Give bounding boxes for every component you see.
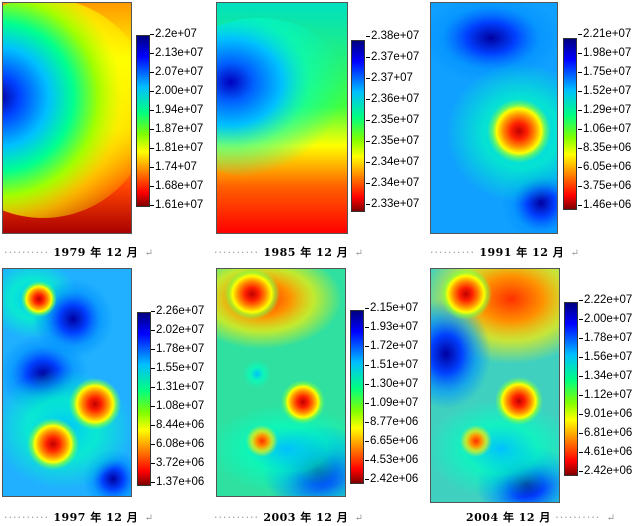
tick-label: 8.35e+06 [577,142,632,154]
contour-map-1979 [2,2,132,234]
tick-label: 2.35e+07 [365,114,420,126]
tick-label: 1.37e+06 [150,476,205,488]
tick-label: 1.78e+07 [150,343,205,355]
tick-label: 1.56e+07 [578,351,633,363]
tick-label: 2.07e+07 [149,66,204,78]
tick-label: 4.53e+06 [364,454,419,466]
tick-label: 1.98e+07 [577,47,632,59]
tick-label: 1.34e+07 [578,370,633,382]
tick-label: 1.52e+07 [577,85,632,97]
caption-1979: ·········· 1979 年 12 月 ↵ [4,246,154,259]
colorbar-1985 [351,40,365,212]
colorbar-1997 [137,312,151,486]
caption-2004: 2004 年 12 月 ·········· ↵ [466,511,616,524]
contour-map-1985 [216,2,348,234]
tick-label: 1.51e+07 [364,359,419,371]
tick-label: 1.81e+07 [149,142,204,154]
tick-label: 1.08e+07 [150,400,205,412]
tick-label: 6.65e+06 [364,435,419,447]
tick-label: 2.34e+07 [365,177,420,189]
tick-label: 1.29e+07 [577,104,632,116]
tick-label: 2.13e+07 [149,47,204,59]
contour-map-2004 [430,268,560,503]
tick-label: 2.37+07 [366,72,413,84]
tick-label: 2.02e+07 [150,324,205,336]
tick-label: 8.77e+06 [364,416,419,428]
colorbar-1979 [136,35,150,207]
caption-text: 1991 年 12 月 [479,246,565,259]
tick-label: 2.35e+07 [365,135,420,147]
tick-label: 1.31e+07 [150,381,205,393]
tick-label: 2.22e+07 [578,294,633,306]
tick-label: 1.78e+07 [578,332,633,344]
caption-1985: ·········· 1985 年 12 月 ↵ [214,246,364,259]
tick-label: 2.33e+07 [365,198,420,210]
tick-label: 1.75e+07 [577,66,632,78]
tick-label: 2.26e+07 [150,305,205,317]
caption-text: 1985 年 12 月 [263,246,349,259]
tick-label: 1.87e+07 [149,123,204,135]
tick-label: 3.72e+06 [150,457,205,469]
tick-label: 1.94e+07 [149,104,204,116]
tick-label: 2.15e+07 [364,302,419,314]
caption-text: 2004 年 12 月 [466,511,551,524]
tick-label: 1.12e+07 [578,389,633,401]
contour-map-1997 [2,268,132,497]
tick-label: 9.01e+06 [578,408,633,420]
contour-map-2003 [216,268,346,497]
tick-label: 2.42e+06 [364,473,419,485]
tick-label: 6.08e+06 [150,438,205,450]
tick-label: 2.2e+07 [150,28,197,40]
tick-label: 3.75e+06 [577,180,632,192]
colorbar-2004 [564,302,578,476]
caption-text: 1997 年 12 月 [53,511,139,524]
caption-1997: ·········· 1997 年 12 月 ↵ [4,511,154,524]
tick-label: 2.42e+06 [578,465,633,477]
tick-label: 1.06e+07 [577,123,632,135]
tick-label: 2.21e+07 [577,28,632,40]
colorbar-2003 [350,310,364,484]
caption-1991: ·········· 1991 年 12 月 ↵ [430,246,580,259]
tick-label: 2.34e+07 [365,156,420,168]
tick-label: 1.93e+07 [364,321,419,333]
tick-label: 2.36e+07 [365,93,420,105]
tick-label: 1.68e+07 [149,180,204,192]
tick-label: 4.61e+06 [578,446,633,458]
tick-label: 2.38e+07 [365,30,420,42]
tick-label: 1.61e+07 [149,199,204,211]
contour-map-1991 [430,2,558,234]
tick-label: 2.00e+07 [149,85,204,97]
tick-label: 2.37e+07 [365,51,420,63]
tick-label: 1.72e+07 [364,340,419,352]
caption-text: 2003 年 12 月 [263,511,349,524]
tick-label: 1.30e+07 [364,378,419,390]
tick-label: 1.74+07 [150,161,197,173]
caption-2003: ·········· 2003 年 12 月 ↵ [214,511,364,524]
tick-label: 1.46e+06 [577,199,632,211]
tick-label: 6.81e+06 [578,427,633,439]
tick-label: 6.05e+06 [577,161,632,173]
tick-label: 8.44e+06 [150,419,205,431]
caption-text: 1979 年 12 月 [53,246,139,259]
tick-label: 1.09e+07 [364,397,419,409]
tick-label: 1.55e+07 [150,362,205,374]
colorbar-1991 [563,38,577,210]
tick-label: 2.00e+07 [578,313,633,325]
